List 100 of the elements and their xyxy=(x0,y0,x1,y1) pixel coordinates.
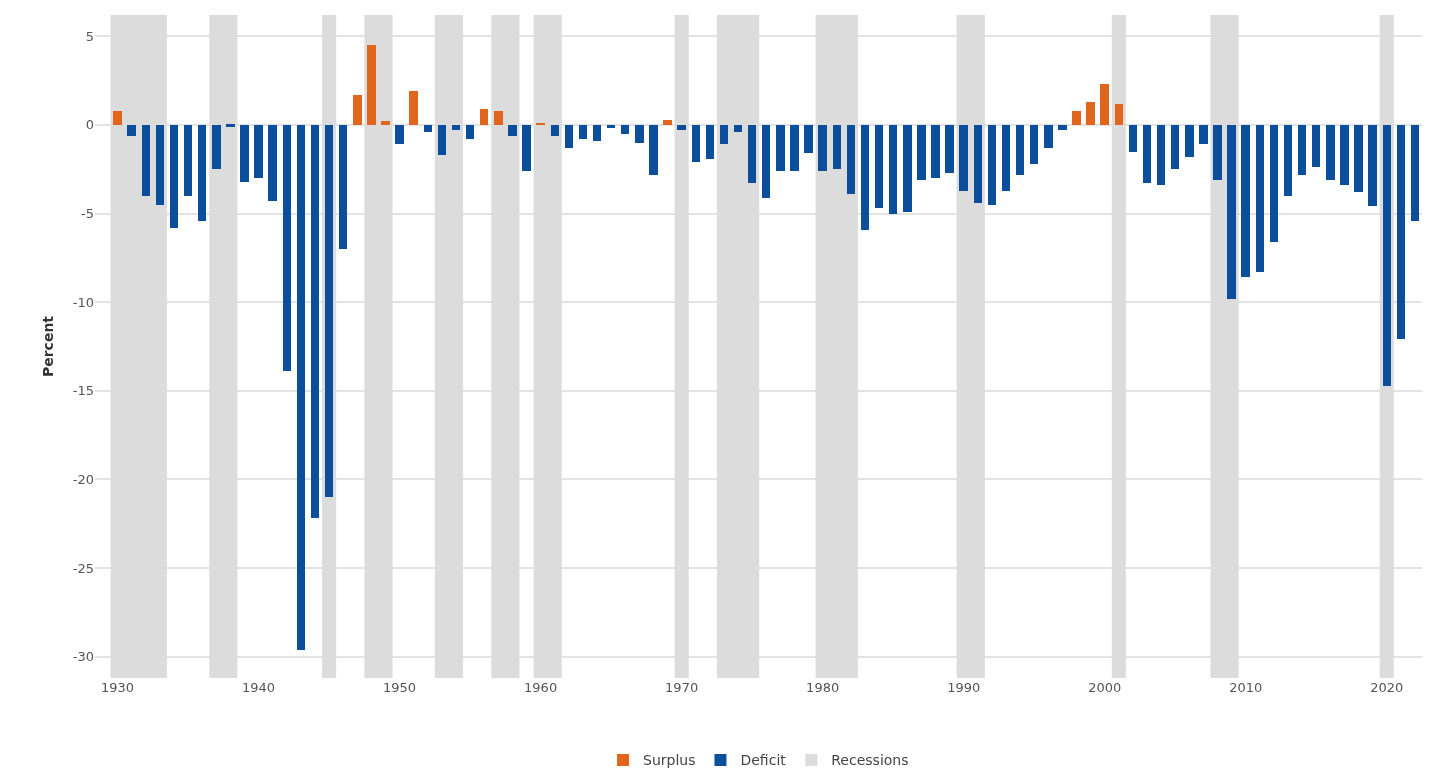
bar xyxy=(311,125,319,518)
bar xyxy=(889,125,897,214)
legend-label: Deficit xyxy=(740,752,787,769)
bar xyxy=(1411,125,1419,221)
bar xyxy=(579,125,587,139)
bar xyxy=(804,125,813,153)
bar xyxy=(1241,125,1250,277)
bar xyxy=(833,125,841,169)
y-tick-label: -30 xyxy=(72,649,94,665)
bar xyxy=(663,120,672,125)
bar xyxy=(1199,125,1208,144)
bar xyxy=(1326,125,1335,180)
bar xyxy=(607,125,615,128)
bar xyxy=(254,125,263,178)
bar xyxy=(635,125,644,143)
y-tick-label: 5 xyxy=(85,28,94,44)
bar xyxy=(818,125,827,171)
bar xyxy=(1016,125,1024,175)
bar xyxy=(945,125,954,173)
bar xyxy=(1383,125,1391,386)
bar xyxy=(706,125,714,159)
bar xyxy=(522,125,531,171)
bar xyxy=(861,125,869,230)
bar xyxy=(212,125,221,169)
y-tick-label: 0 xyxy=(85,117,94,133)
bar xyxy=(325,125,333,497)
x-tick-label: 1950 xyxy=(383,680,417,695)
bar xyxy=(621,125,629,134)
bar xyxy=(1340,125,1349,185)
bar xyxy=(339,125,347,249)
bar xyxy=(198,125,206,221)
bar xyxy=(156,125,164,205)
bar xyxy=(1298,125,1306,175)
bar xyxy=(917,125,926,180)
bar xyxy=(508,125,517,136)
bar xyxy=(1030,125,1038,164)
bar xyxy=(875,125,883,208)
bar xyxy=(790,125,799,171)
y-axis-title: Percent xyxy=(40,315,57,378)
bar xyxy=(283,125,291,371)
x-tick-label: 1930 xyxy=(101,680,135,695)
bar xyxy=(1227,125,1236,299)
bar xyxy=(1086,102,1095,125)
x-tick-label: 2020 xyxy=(1370,680,1404,695)
bar xyxy=(381,121,390,125)
bar xyxy=(1397,125,1405,339)
bar xyxy=(565,125,573,148)
x-tick-label: 1940 xyxy=(242,680,276,695)
bar xyxy=(240,125,249,182)
x-tick-label: 2000 xyxy=(1088,680,1122,695)
bar xyxy=(1058,125,1067,130)
bar xyxy=(494,111,503,125)
legend-label: Recessions xyxy=(831,752,909,769)
x-tick-label: 1980 xyxy=(806,680,840,695)
bar xyxy=(452,125,460,130)
bar xyxy=(1072,111,1081,125)
bar xyxy=(593,125,601,141)
y-tick-label: -25 xyxy=(72,560,94,576)
bar xyxy=(1157,125,1165,185)
bar xyxy=(466,125,474,139)
bar xyxy=(1129,125,1137,152)
bar xyxy=(988,125,996,205)
bar xyxy=(1213,125,1222,180)
bar xyxy=(353,95,362,125)
bar xyxy=(677,125,686,130)
bar xyxy=(649,125,658,175)
bar xyxy=(1002,125,1010,191)
bar xyxy=(409,91,418,125)
bar xyxy=(1270,125,1278,242)
bar xyxy=(1284,125,1292,196)
bar xyxy=(184,125,192,196)
bar xyxy=(903,125,912,212)
bar xyxy=(1368,125,1377,206)
bar xyxy=(1143,125,1151,183)
bar xyxy=(762,125,770,198)
bar xyxy=(113,111,122,125)
bar xyxy=(226,124,235,127)
legend-label: Surplus xyxy=(643,752,696,769)
x-tick-label: 1970 xyxy=(665,680,699,695)
x-tick-label: 1960 xyxy=(524,680,558,695)
bar xyxy=(1185,125,1194,157)
y-tick-label: -15 xyxy=(72,383,94,399)
bar xyxy=(1354,125,1363,192)
bar xyxy=(170,125,178,228)
bar xyxy=(776,125,785,171)
x-tick-label: 2010 xyxy=(1229,680,1263,695)
bar xyxy=(959,125,968,191)
y-tick-label: -5 xyxy=(81,206,94,222)
bar xyxy=(297,125,305,650)
bar xyxy=(268,125,277,201)
y-tick-label: -10 xyxy=(72,294,94,310)
bar xyxy=(395,125,404,144)
bar xyxy=(1115,104,1123,125)
bar xyxy=(1256,125,1264,272)
bar xyxy=(720,125,728,144)
x-tick-label: 1990 xyxy=(947,680,981,695)
bar xyxy=(1312,125,1320,167)
bar xyxy=(480,109,488,125)
bar xyxy=(127,125,136,136)
bar xyxy=(692,125,700,162)
